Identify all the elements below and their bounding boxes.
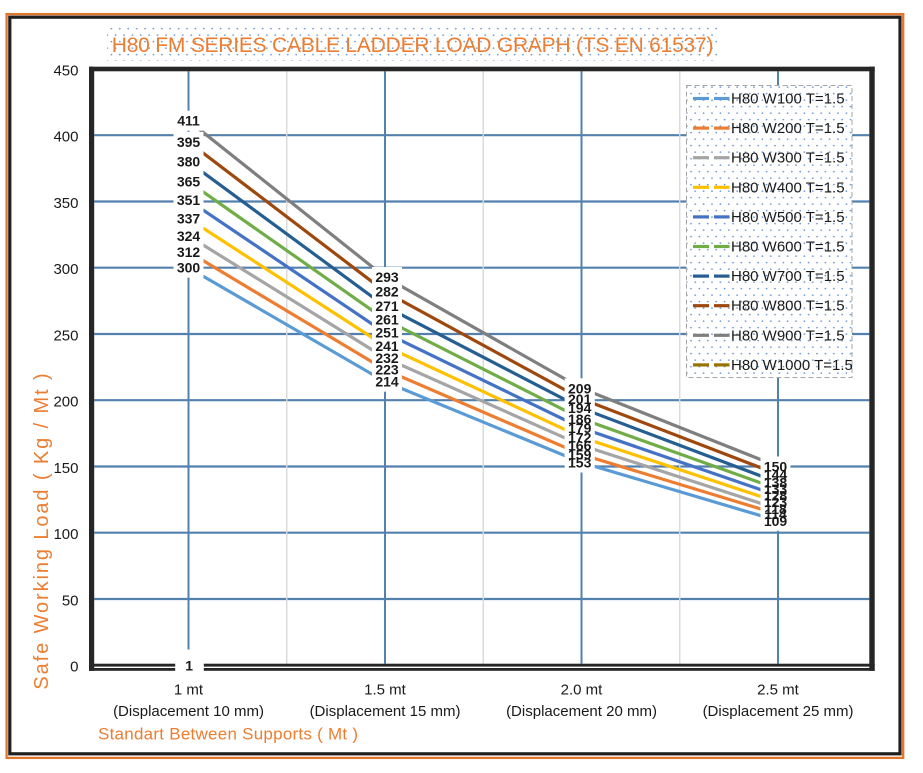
svg-text:251: 251 bbox=[375, 325, 399, 341]
svg-text:166: 166 bbox=[568, 437, 592, 453]
svg-text:324: 324 bbox=[177, 228, 201, 244]
svg-text:128: 128 bbox=[764, 488, 788, 504]
svg-text:1: 1 bbox=[185, 657, 193, 673]
svg-text:H80 W600 T=1.5: H80 W600 T=1.5 bbox=[731, 239, 845, 256]
svg-text:380: 380 bbox=[177, 154, 201, 170]
svg-text:50: 50 bbox=[62, 593, 79, 610]
svg-text:300: 300 bbox=[53, 261, 78, 278]
svg-text:411: 411 bbox=[177, 113, 200, 129]
svg-text:350: 350 bbox=[53, 195, 78, 212]
svg-text:172: 172 bbox=[568, 429, 592, 445]
svg-text:241: 241 bbox=[375, 338, 399, 354]
svg-text:1 mt: 1 mt bbox=[174, 681, 204, 698]
svg-text:271: 271 bbox=[375, 298, 399, 314]
svg-text:261: 261 bbox=[375, 311, 399, 327]
svg-text:118: 118 bbox=[764, 501, 787, 517]
svg-text:365: 365 bbox=[177, 174, 201, 190]
svg-text:223: 223 bbox=[375, 362, 399, 378]
svg-text:H80 W800 T=1.5: H80 W800 T=1.5 bbox=[731, 298, 845, 315]
svg-text:H80 W1000 T=1.5: H80 W1000 T=1.5 bbox=[731, 357, 853, 374]
svg-text:123: 123 bbox=[764, 494, 788, 510]
svg-text:293: 293 bbox=[375, 269, 399, 285]
svg-text:0: 0 bbox=[70, 659, 78, 676]
svg-text:159: 159 bbox=[568, 447, 592, 463]
svg-text:2.0 mt: 2.0 mt bbox=[561, 681, 604, 698]
svg-text:138: 138 bbox=[764, 474, 788, 490]
svg-text:232: 232 bbox=[375, 350, 399, 366]
svg-text:(Displacement 25 mm): (Displacement 25 mm) bbox=[703, 703, 854, 720]
svg-text:133: 133 bbox=[764, 481, 788, 497]
svg-text:H80 W100 T=1.5: H80 W100 T=1.5 bbox=[731, 91, 845, 108]
svg-text:H80 W700 T=1.5: H80 W700 T=1.5 bbox=[731, 268, 845, 285]
svg-text:150: 150 bbox=[764, 459, 788, 475]
svg-text:H80 W200 T=1.5: H80 W200 T=1.5 bbox=[731, 120, 845, 137]
svg-text:395: 395 bbox=[177, 134, 201, 150]
svg-text:282: 282 bbox=[375, 284, 399, 300]
svg-text:H80 W400 T=1.5: H80 W400 T=1.5 bbox=[731, 179, 845, 196]
svg-text:(Displacement 15 mm): (Displacement 15 mm) bbox=[310, 703, 461, 720]
svg-text:200: 200 bbox=[53, 394, 78, 411]
svg-text:H80 W500 T=1.5: H80 W500 T=1.5 bbox=[731, 209, 845, 226]
svg-text:100: 100 bbox=[53, 526, 78, 543]
svg-text:194: 194 bbox=[568, 400, 592, 416]
svg-text:H80 W300 T=1.5: H80 W300 T=1.5 bbox=[731, 150, 845, 167]
svg-text:179: 179 bbox=[568, 420, 592, 436]
svg-text:400: 400 bbox=[53, 129, 78, 146]
svg-text:250: 250 bbox=[53, 328, 78, 345]
svg-text:300: 300 bbox=[177, 260, 201, 276]
svg-text:450: 450 bbox=[53, 63, 78, 80]
svg-text:H80 W900 T=1.5: H80 W900 T=1.5 bbox=[731, 327, 845, 344]
svg-text:114: 114 bbox=[764, 506, 787, 522]
svg-text:1.5 mt: 1.5 mt bbox=[364, 681, 407, 698]
svg-text:351: 351 bbox=[177, 192, 201, 208]
svg-text:209: 209 bbox=[568, 380, 592, 396]
svg-text:144: 144 bbox=[764, 466, 788, 482]
svg-text:2.5 mt: 2.5 mt bbox=[757, 681, 800, 698]
svg-text:109: 109 bbox=[764, 513, 788, 529]
svg-text:312: 312 bbox=[177, 244, 201, 260]
svg-text:150: 150 bbox=[53, 460, 78, 477]
svg-text:Standart Between Supports ( Mt: Standart Between Supports ( Mt ) bbox=[98, 725, 358, 744]
svg-text:186: 186 bbox=[568, 411, 592, 427]
svg-text:H80 FM SERIES CABLE LADDER LOA: H80 FM SERIES CABLE LADDER LOAD GRAPH (T… bbox=[112, 34, 713, 57]
svg-text:(Displacement 20 mm): (Displacement 20 mm) bbox=[506, 703, 657, 720]
svg-text:337: 337 bbox=[177, 211, 201, 227]
svg-text:Safe Working Load ( Kg / Mt ): Safe Working Load ( Kg / Mt ) bbox=[31, 371, 53, 689]
svg-text:201: 201 bbox=[568, 391, 592, 407]
svg-text:(Displacement 10 mm): (Displacement 10 mm) bbox=[113, 703, 264, 720]
svg-text:214: 214 bbox=[375, 374, 399, 390]
svg-text:153: 153 bbox=[568, 455, 592, 471]
